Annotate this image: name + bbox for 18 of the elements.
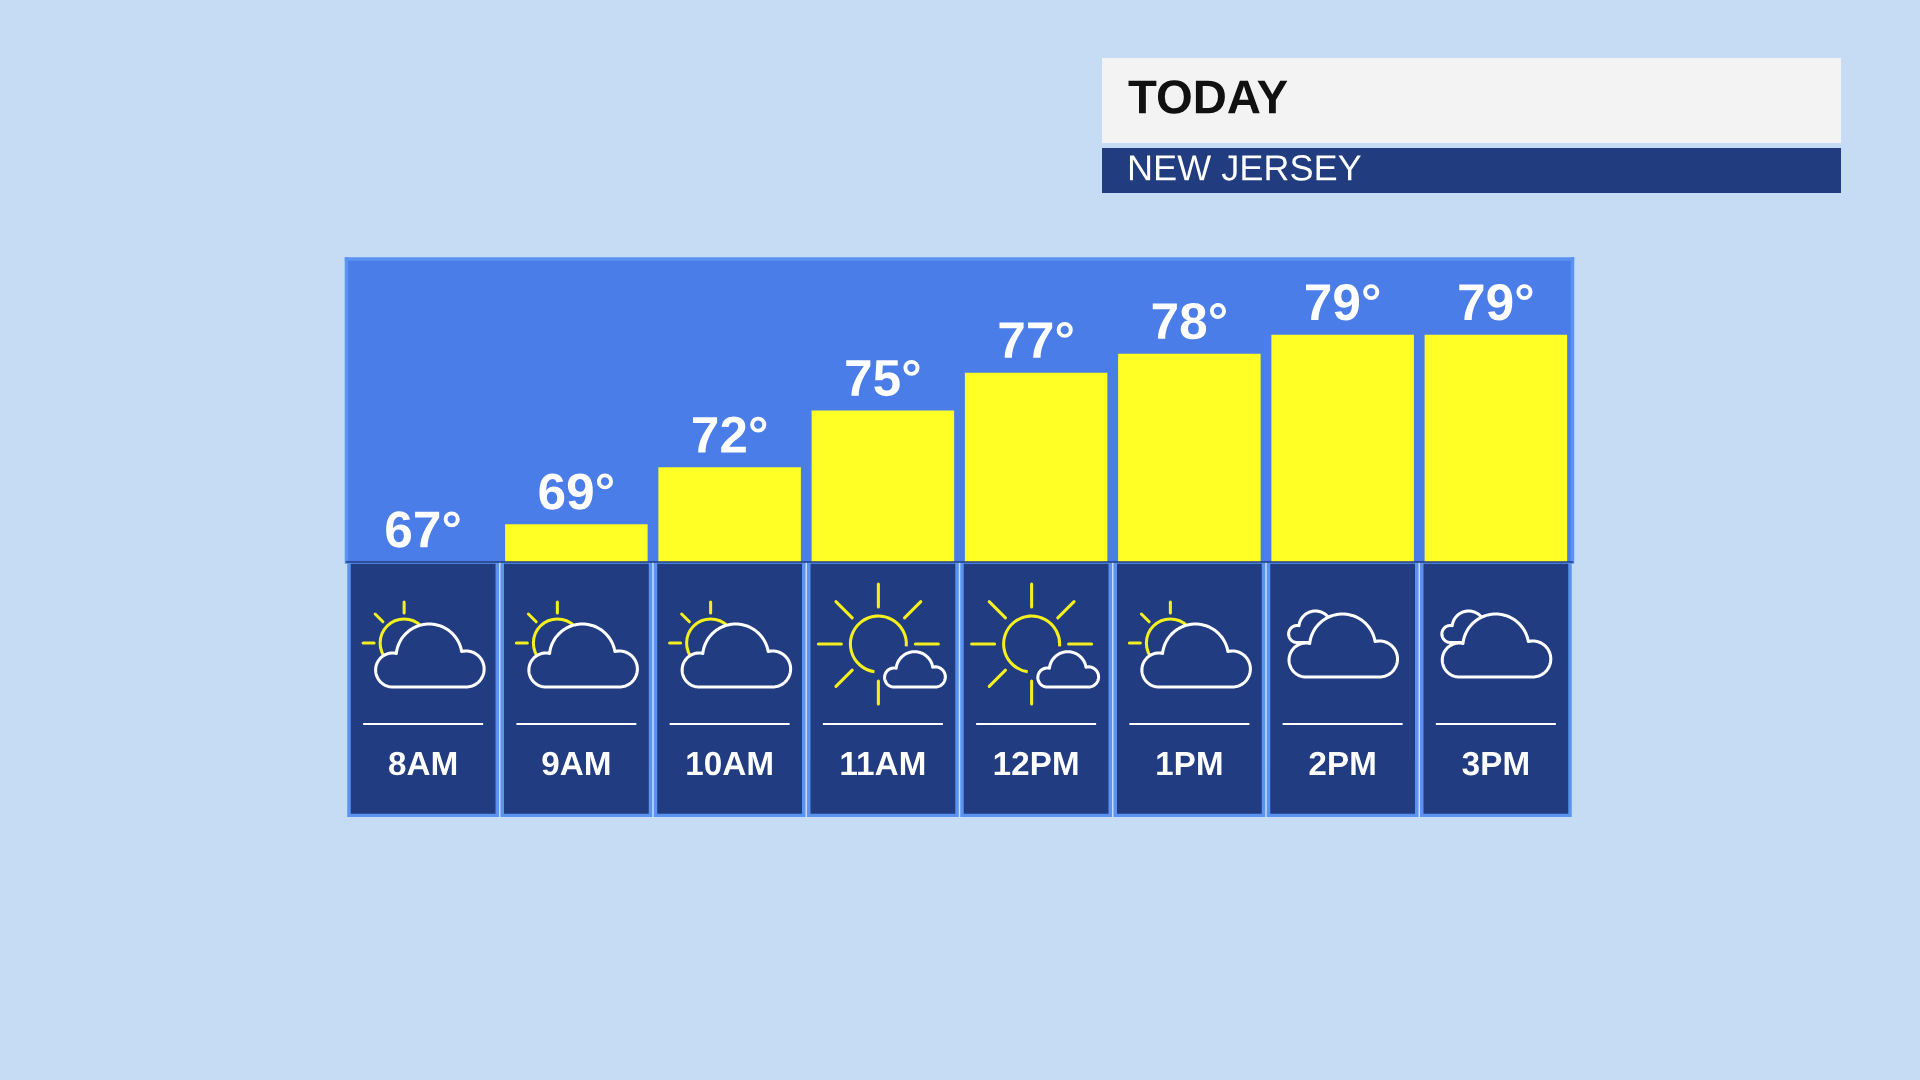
x-tick-label: 3PM [1462, 751, 1528, 776]
chart-subtitle: NEW JERSEY [1129, 155, 1361, 181]
data-label: 78° [1152, 302, 1227, 340]
data-label: 75° [846, 359, 920, 397]
data-label: 67° [386, 511, 460, 548]
data-label: 72° [692, 416, 767, 453]
data-label: 69° [539, 473, 614, 510]
x-tick-label: 12PM [994, 751, 1078, 776]
data-label: 79° [1459, 284, 1533, 321]
data-label: 77° [999, 322, 1073, 358]
x-tick-label: 1PM [1157, 752, 1222, 776]
x-tick-label: 11AM [841, 752, 925, 776]
data-label: 79° [1305, 284, 1380, 321]
x-tick-label: 9AM [542, 751, 610, 776]
x-tick-label: 8AM [388, 751, 457, 776]
x-tick-label: 2PM [1309, 751, 1375, 776]
chart-title: TODAY [1128, 80, 1288, 114]
x-tick-label: 10AM [687, 751, 772, 776]
